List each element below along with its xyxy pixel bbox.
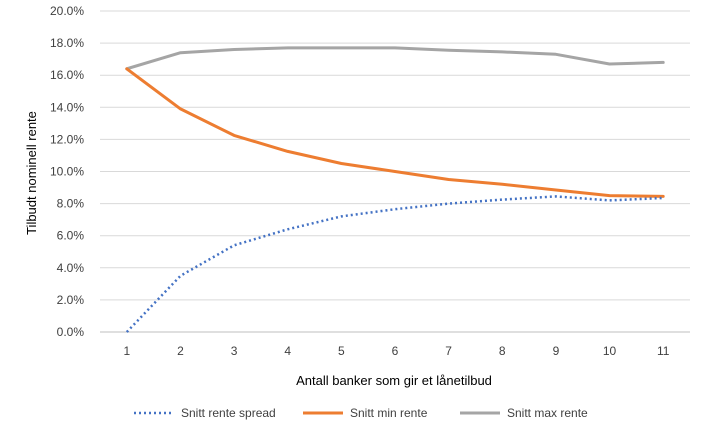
x-axis-tick-labels: 1 2 3 4 5 6 7 8 9 10 11: [123, 344, 669, 358]
y-tick-label: 8.0%: [57, 197, 85, 211]
x-tick-label: 4: [284, 344, 291, 358]
y-tick-label: 14.0%: [50, 100, 84, 114]
x-tick-label: 7: [445, 344, 452, 358]
y-axis-tick-labels: 0.0% 2.0% 4.0% 6.0% 8.0% 10.0% 12.0% 14.0% 16.0%…: [50, 4, 84, 339]
x-tick-label: 1: [123, 344, 130, 358]
legend-label: Snitt max rente: [507, 406, 588, 420]
x-axis-title: Antall banker som gir et lånetilbud: [296, 373, 492, 388]
legend-label: Snitt rente spread: [181, 406, 276, 420]
x-tick-label: 11: [657, 344, 670, 358]
series-line-snitt-rente-spread: [125, 195, 664, 333]
x-tick-label: 2: [177, 344, 184, 358]
series-line-snitt-max-rente: [125, 46, 665, 71]
x-tick-label: 8: [499, 344, 506, 358]
x-tick-label: 9: [553, 344, 560, 358]
x-tick-label: 5: [338, 344, 345, 358]
y-tick-label: 12.0%: [50, 132, 84, 146]
x-tick-label: 6: [392, 344, 399, 358]
x-tick-label: 10: [603, 344, 617, 358]
y-tick-label: 2.0%: [57, 293, 85, 307]
y-tick-label: 16.0%: [50, 68, 84, 82]
y-tick-label: 0.0%: [57, 325, 85, 339]
series-line-snitt-min-rente: [125, 67, 665, 198]
y-tick-label: 10.0%: [50, 165, 84, 179]
y-tick-label: 18.0%: [50, 36, 84, 50]
series-lines: [125, 46, 665, 333]
y-tick-label: 4.0%: [57, 261, 85, 275]
legend: Snitt rente spread Snitt min rente Snitt m…: [134, 406, 588, 420]
x-tick-label: 3: [231, 344, 238, 358]
legend-label: Snitt min rente: [350, 406, 428, 420]
y-tick-label: 6.0%: [57, 229, 85, 243]
y-tick-label: 20.0%: [50, 4, 84, 18]
y-axis-title: Tilbudt nominell rente: [24, 111, 39, 235]
